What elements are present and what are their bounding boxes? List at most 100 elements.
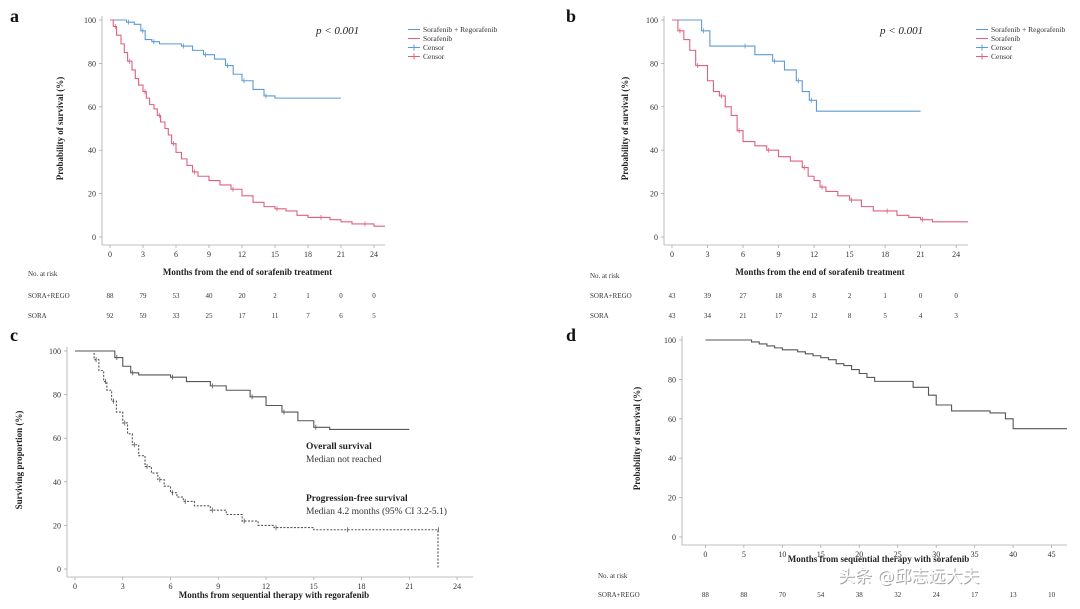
risk-value: 33 <box>173 312 181 320</box>
p-value-label: p < 0.001 <box>315 25 359 37</box>
series-line-0 <box>110 19 341 99</box>
risk-value: 38 <box>856 591 864 599</box>
series-line-0 <box>75 350 410 431</box>
x-tick-label: 24 <box>370 250 378 259</box>
risk-value: 53 <box>173 292 181 300</box>
y-tick-label: 60 <box>53 434 61 443</box>
annotation-title: Overall survival <box>306 442 372 452</box>
y-tick-label: 20 <box>53 521 61 530</box>
series-line-0 <box>705 339 1067 430</box>
risk-value: 2 <box>848 292 852 300</box>
y-tick-label: 20 <box>88 190 96 199</box>
risk-value: 0 <box>919 292 923 300</box>
x-tick-label: 45 <box>1048 550 1056 559</box>
watermark: 头条 @邱志远大夫 <box>838 567 979 587</box>
x-tick-label: 3 <box>706 250 710 259</box>
risk-value: 54 <box>817 591 825 599</box>
x-tick-label: 12 <box>262 582 270 591</box>
x-tick-label: 21 <box>917 250 925 259</box>
y-tick-label: 60 <box>668 415 676 424</box>
x-tick-label: 15 <box>817 550 825 559</box>
risk-value: 4 <box>919 312 923 320</box>
x-tick-label: 20 <box>855 550 863 559</box>
risk-value: 79 <box>140 292 148 300</box>
x-tick-label: 21 <box>337 250 345 259</box>
risk-value: 0 <box>372 292 376 300</box>
legend-entry: Censor <box>423 43 445 52</box>
x-tick-label: 15 <box>310 582 318 591</box>
x-axis-title: Months from the end of sorafenib treatme… <box>163 267 332 277</box>
y-tick-label: 0 <box>92 233 96 242</box>
risk-value: 5 <box>883 312 887 320</box>
x-axis-title: Months from the end of sorafenib treatme… <box>735 267 904 277</box>
risk-value: 10 <box>1048 591 1056 599</box>
y-tick-label: 60 <box>88 103 96 112</box>
risk-value: 92 <box>107 312 115 320</box>
risk-value: 11 <box>272 312 279 320</box>
x-tick-label: 0 <box>73 582 77 591</box>
x-tick-label: 0 <box>670 250 674 259</box>
x-tick-label: 18 <box>881 250 889 259</box>
legend-entry: Censor <box>991 52 1013 61</box>
panel-label: c <box>10 325 18 345</box>
series-line-0 <box>672 19 921 112</box>
y-tick-label: 40 <box>88 146 96 155</box>
risk-row-label: SORA+REGO <box>28 292 70 300</box>
y-axis-title: Surviving proportion (%) <box>14 411 24 510</box>
risk-row-label: SORA <box>28 312 47 320</box>
y-tick-label: 20 <box>650 190 658 199</box>
x-tick-label: 9 <box>207 250 211 259</box>
risk-value: 24 <box>933 591 941 599</box>
legend-entry: Sorafenib <box>423 34 452 43</box>
series-line-1 <box>672 19 968 223</box>
annotation-text: Median not reached <box>306 455 382 465</box>
risk-value: 8 <box>812 292 816 300</box>
y-axis-title: Probability of survival (%) <box>620 77 630 181</box>
risk-value: 17 <box>971 591 979 599</box>
risk-value: 59 <box>140 312 148 320</box>
risk-table-title: No. at risk <box>598 572 628 580</box>
legend-entry: Sorafenib + Regorafenib <box>423 25 497 34</box>
risk-value: 34 <box>704 312 712 320</box>
risk-value: 2 <box>273 292 277 300</box>
risk-value: 70 <box>779 591 787 599</box>
y-tick-label: 100 <box>664 336 676 345</box>
series-line-1 <box>110 19 385 227</box>
y-tick-label: 0 <box>57 565 61 574</box>
x-tick-label: 21 <box>405 582 413 591</box>
risk-value: 17 <box>239 312 247 320</box>
risk-value: 32 <box>894 591 902 599</box>
x-tick-label: 12 <box>810 250 818 259</box>
risk-value: 1 <box>306 292 310 300</box>
y-tick-label: 40 <box>650 146 658 155</box>
y-axis-title: Probability of survival (%) <box>632 387 642 491</box>
risk-value: 13 <box>1010 591 1018 599</box>
x-tick-label: 35 <box>971 550 979 559</box>
watermark-shadow: 头条 @邱志远大夫 <box>839 568 980 588</box>
x-tick-label: 18 <box>358 582 366 591</box>
risk-value: 17 <box>775 312 783 320</box>
x-tick-label: 0 <box>108 250 112 259</box>
risk-value: 43 <box>669 312 677 320</box>
y-tick-label: 80 <box>88 59 96 68</box>
panel-label: b <box>566 6 576 26</box>
x-tick-label: 3 <box>121 582 125 591</box>
y-tick-label: 20 <box>668 494 676 503</box>
panel-label: d <box>566 325 576 345</box>
risk-value: 43 <box>669 292 677 300</box>
risk-value: 20 <box>239 292 247 300</box>
risk-value: 0 <box>954 292 958 300</box>
legend-entry: Sorafenib <box>991 34 1020 43</box>
risk-table-title: No. at risk <box>28 270 58 278</box>
y-axis-title: Probability of survival (%) <box>55 77 65 181</box>
x-tick-label: 5 <box>742 550 746 559</box>
x-axis-title: Months from sequential therapy with rego… <box>179 590 369 600</box>
x-tick-label: 15 <box>271 250 279 259</box>
annotation-title: Progression-free survival <box>306 494 408 504</box>
y-tick-label: 80 <box>668 375 676 384</box>
y-tick-label: 80 <box>53 391 61 400</box>
legend-entry: Censor <box>423 52 445 61</box>
risk-value: 12 <box>811 312 819 320</box>
x-tick-label: 24 <box>453 582 461 591</box>
